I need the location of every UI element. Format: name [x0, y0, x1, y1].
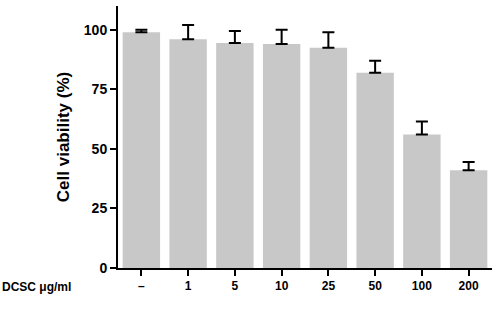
svg-text:75: 75	[92, 81, 108, 97]
svg-text:1: 1	[185, 279, 192, 293]
svg-text:0: 0	[99, 260, 107, 276]
svg-text:50: 50	[92, 141, 108, 157]
svg-text:25: 25	[92, 200, 108, 216]
svg-text:Cell viability (%): Cell viability (%)	[54, 72, 73, 202]
svg-text:100: 100	[412, 279, 432, 293]
svg-text:DCSC μg/ml: DCSC μg/ml	[2, 280, 71, 294]
svg-text:10: 10	[275, 279, 289, 293]
svg-text:–: –	[138, 279, 145, 293]
svg-text:200: 200	[459, 279, 479, 293]
svg-text:25: 25	[322, 279, 336, 293]
svg-text:5: 5	[232, 279, 239, 293]
svg-text:100: 100	[84, 22, 108, 38]
svg-text:50: 50	[368, 279, 382, 293]
